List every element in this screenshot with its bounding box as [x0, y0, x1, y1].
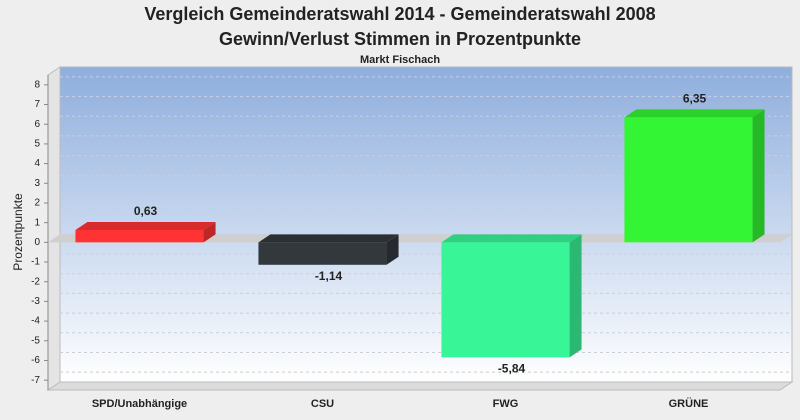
bar-side [569, 234, 582, 358]
y-tick-label: 8 [34, 79, 40, 90]
chart-title: Vergleich Gemeinderatswahl 2014 - Gemein… [144, 4, 655, 24]
bar-top [258, 234, 399, 243]
y-tick-label: -5 [31, 335, 40, 346]
y-tick-label: -4 [31, 316, 40, 327]
x-tick-label: CSU [311, 398, 334, 410]
value-label: -1,14 [315, 269, 343, 283]
bar-top [624, 109, 765, 118]
bar [258, 242, 387, 265]
x-tick-label: FWG [493, 398, 519, 410]
x-tick-label: SPD/Unabhängige [92, 398, 187, 410]
y-tick-label: 4 [34, 158, 40, 169]
bar [441, 242, 570, 358]
y-tick-label: 3 [34, 178, 40, 189]
y-tick-label: -1 [31, 257, 40, 268]
chart-caption: Markt Fischach [360, 54, 440, 66]
y-tick-label: -3 [31, 296, 40, 307]
zero-plane [48, 234, 792, 243]
y-tick-label: 6 [34, 119, 40, 130]
value-label: 0,63 [134, 204, 158, 218]
y-axis-label: Prozentpunkte [11, 193, 25, 271]
left-wall [47, 66, 61, 391]
bar-top [441, 234, 582, 243]
y-tick-label: -7 [31, 375, 40, 386]
bar-side [386, 234, 399, 265]
value-label: 6,35 [683, 92, 707, 106]
bar-side [203, 221, 216, 243]
value-label: -5,84 [498, 361, 526, 375]
bar-side [752, 109, 765, 243]
y-tick-label: 0 [34, 237, 40, 248]
x-tick-label: GRÜNE [669, 397, 709, 410]
y-tick-label: -6 [31, 355, 40, 366]
bar [75, 229, 204, 243]
y-tick-label: 7 [34, 99, 40, 110]
y-tick-label: 1 [34, 217, 40, 228]
bar [624, 117, 753, 243]
y-tick-label: -2 [31, 276, 40, 287]
chart-subtitle: Gewinn/Verlust Stimmen in Prozentpunkte [219, 29, 581, 49]
y-tick-label: 2 [34, 198, 40, 209]
y-tick-label: 5 [34, 139, 40, 150]
bar-top [75, 221, 216, 230]
floor [46, 381, 794, 391]
